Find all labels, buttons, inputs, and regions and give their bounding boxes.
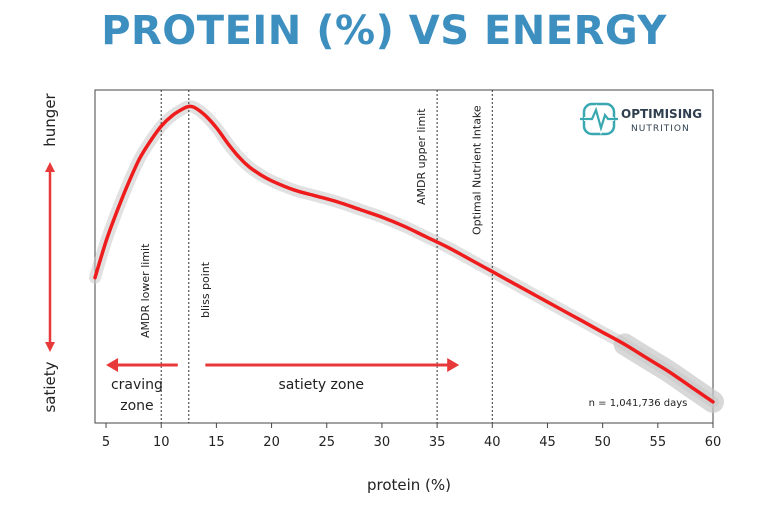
x-tick-label: 50 [594, 435, 611, 450]
plot-border [94, 89, 714, 424]
series-line [93, 104, 715, 404]
x-tick-label: 55 [650, 435, 667, 450]
sample-size-annotation: n = 1,041,736 days [589, 398, 688, 409]
logo-icon [580, 102, 618, 136]
x-axis-label: protein (%) [367, 476, 451, 494]
confidence-band-shape [89, 100, 719, 408]
x-tick-label: 45 [539, 435, 556, 450]
zone-label: satiety zone [278, 377, 364, 393]
x-tick-label: 30 [374, 435, 391, 450]
logo-text-line2: NUTRITION [631, 124, 690, 134]
zone-label: zone [120, 398, 153, 414]
x-tick-label: 5 [102, 435, 110, 450]
reference-lines: AMDR lower limit bliss point AMDR upper li… [139, 90, 493, 423]
reference-line-label: bliss point [199, 261, 212, 318]
reference-line-label: Optimal Nutrient Intake [470, 105, 483, 235]
zone-arrow [106, 358, 178, 372]
x-tick-label: 10 [153, 435, 170, 450]
y-axis-bottom-label: satiety [41, 361, 59, 412]
zone-arrow [205, 358, 460, 372]
zone-label: craving [111, 377, 163, 393]
x-tick-label: 15 [208, 435, 225, 450]
x-tick-label: 40 [484, 435, 501, 450]
x-tick-label: 25 [318, 435, 335, 450]
reference-line-label: AMDR lower limit [139, 243, 152, 338]
x-tick-label: 60 [705, 435, 722, 450]
x-tick-label: 35 [429, 435, 446, 450]
y-axis-top-label: hunger [41, 92, 59, 146]
confidence-band [89, 100, 724, 413]
reference-line-label: AMDR upper limit [415, 108, 428, 205]
logo-text-line1: OPTIMISING [621, 107, 702, 121]
brand-logo: OPTIMISING NUTRITION [580, 102, 702, 136]
chart-title: PROTEIN (%) VS ENERGY [101, 8, 667, 54]
x-axis-ticks: 5 10 15 20 25 30 35 40 45 50 55 60 [102, 423, 721, 450]
x-tick-label: 20 [263, 435, 280, 450]
data-series [93, 104, 715, 404]
zones: craving zone satiety zone [106, 358, 460, 414]
y-axis-arrow [45, 162, 55, 352]
plot-frame [94, 89, 714, 424]
